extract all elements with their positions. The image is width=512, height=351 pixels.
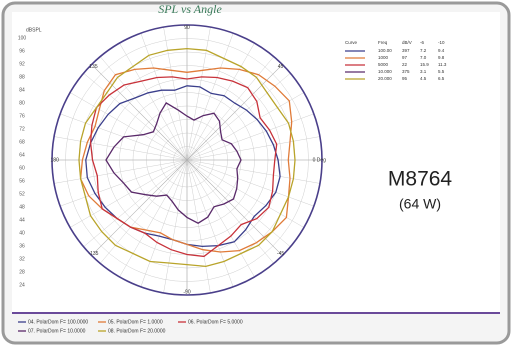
angle-tick: [93, 159, 188, 254]
chart-title: SPL vs Angle: [158, 2, 222, 16]
legend-header: Freq: [378, 40, 388, 45]
legend-cell: 375: [402, 69, 410, 74]
left-scale-label: 84: [19, 87, 25, 93]
left-scale-label: 80: [19, 100, 25, 106]
angle-tick-label: -90: [183, 290, 190, 296]
legend-cell: 22: [402, 62, 408, 67]
legend-cell: 5000: [378, 62, 389, 67]
legend-header: -10: [438, 40, 445, 45]
model-label: M8764: [388, 168, 453, 191]
left-scale-label: 24: [19, 282, 25, 288]
left-scale-label: 56: [19, 178, 25, 184]
legend-cell: 11.3: [438, 62, 447, 67]
left-scale-label: 88: [19, 74, 25, 80]
angle-tick-label: 135: [89, 64, 98, 70]
legend-cell: 4.5: [420, 76, 427, 81]
legend-label: 08. PolarDom F= 20.0000: [108, 328, 166, 334]
left-scale-label: 36: [19, 243, 25, 249]
polar-line: [79, 67, 293, 253]
left-scale-label: 48: [19, 204, 25, 210]
legend-cell: 397: [402, 48, 410, 53]
left-scale-label: 76: [19, 113, 25, 119]
angle-tick-label: -135: [88, 251, 98, 257]
left-scale-label: 92: [19, 61, 25, 67]
plot-panel: [12, 12, 500, 312]
legend-cell: 95: [402, 76, 408, 81]
angle-tick-label: -45: [277, 251, 284, 257]
legend-label: 06. PolarDom F= 5.0000: [188, 319, 243, 325]
grid-circle: [51, 24, 323, 296]
left-scale-label: 40: [19, 230, 25, 236]
angle-tick-label: 90: [184, 25, 190, 31]
legend-cell: 10.000: [378, 69, 392, 74]
left-scale-label: 60: [19, 165, 25, 171]
left-scale-title: dBSPL: [26, 27, 42, 33]
power-label: (64 W): [399, 196, 441, 212]
polar-line: [85, 85, 281, 248]
left-scale-label: 96: [19, 48, 25, 54]
legend-label: 04. PolarDom F= 100.0000: [28, 319, 88, 325]
legend-cell: 7.0: [420, 55, 427, 60]
left-scale-label: 68: [19, 139, 25, 145]
angle-tick-label: 0 Deg: [313, 157, 327, 163]
left-scale-label: 100: [18, 35, 27, 41]
left-scale-label: 52: [19, 191, 25, 197]
legend-cell: 7.2: [420, 48, 427, 53]
legend-header: dB/V: [402, 40, 412, 45]
legend-label: 05. PolarDom F= 1.0000: [108, 319, 163, 325]
legend-cell: 100.00: [378, 48, 392, 53]
polar-line: [105, 102, 242, 224]
legend-cell: 1000: [378, 55, 389, 60]
angle-tick-label: 45: [278, 64, 284, 70]
left-scale-label: 72: [19, 126, 25, 132]
legend-cell: 9.8: [438, 55, 445, 60]
angle-tick-label: 180: [51, 157, 60, 163]
polar-line: [78, 47, 296, 268]
legend-cell: 6.5: [438, 76, 445, 81]
legend-cell: 15.9: [420, 62, 429, 67]
legend-cell: 97: [402, 55, 408, 60]
left-scale-label: 28: [19, 269, 25, 275]
left-scale-label: 32: [19, 256, 25, 262]
left-scale-label: 44: [19, 217, 25, 223]
legend-cell: 5.5: [438, 69, 445, 74]
legend-cell: 9.4: [438, 48, 445, 53]
angle-tick: [186, 159, 281, 254]
legend-cell: 3.1: [420, 69, 427, 74]
left-scale-label: 64: [19, 152, 25, 158]
legend-cell: 20.000: [378, 76, 392, 81]
polar-line: [89, 76, 278, 258]
angle-tick: [186, 66, 281, 161]
legend-label: 07. PolarDom F= 10.0000: [28, 328, 86, 334]
legend-header: -6: [420, 40, 424, 45]
angle-tick: [93, 66, 188, 161]
legend-header: Curve: [345, 40, 358, 45]
